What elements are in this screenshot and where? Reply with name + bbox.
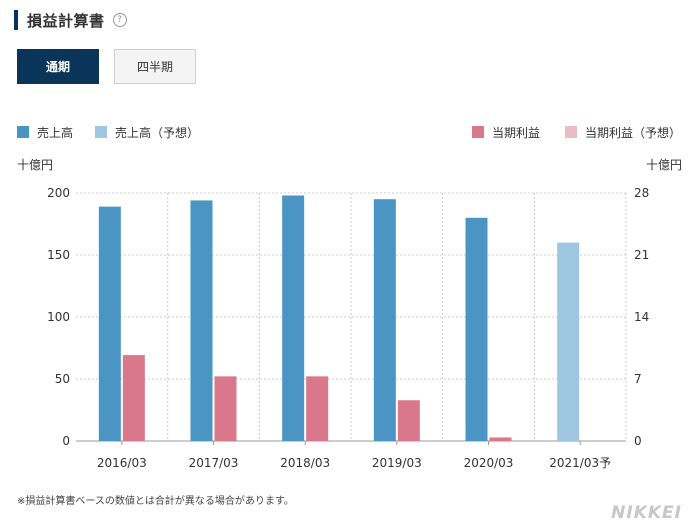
profit-bar-201703 <box>214 376 237 441</box>
profit-bar-201803 <box>306 376 329 441</box>
sales-bar-202003 <box>465 217 488 441</box>
legend-swatch-profit <box>472 126 484 138</box>
title-accent-bar <box>14 10 18 30</box>
legend-label-sales: 売上高 <box>37 125 74 140</box>
x-tick-label: 2021/03予 <box>549 456 611 470</box>
y-right-tick-label: 21 <box>634 248 649 262</box>
legend-item-sales-forecast[interactable]: 売上高（予想） <box>95 124 199 140</box>
x-tick-label: 2018/03 <box>280 456 330 470</box>
y-right-tick-label: 0 <box>634 434 642 448</box>
sales-bar-201803 <box>282 195 305 441</box>
sales-bar-201903 <box>373 199 396 441</box>
legend-item-profit[interactable]: 当期利益 <box>472 124 540 140</box>
legend-label-profit-forecast: 当期利益（予想） <box>585 125 682 140</box>
profit-bar-201603 <box>122 355 145 441</box>
y-left-tick-label: 0 <box>62 434 70 448</box>
y-right-tick-label: 7 <box>634 372 642 386</box>
legend-label-sales-forecast: 売上高（予想） <box>115 125 200 140</box>
y-left-tick-label: 200 <box>47 186 70 200</box>
y-right-tick-label: 14 <box>634 310 649 324</box>
legend-swatch-sales-forecast <box>95 126 107 138</box>
legend-item-profit-forecast[interactable]: 当期利益（予想） <box>565 124 681 140</box>
x-tick-label: 2016/03 <box>97 456 147 470</box>
legend-swatch-sales <box>17 126 29 138</box>
y-left-tick-label: 150 <box>47 248 70 262</box>
x-tick-label: 2017/03 <box>189 456 239 470</box>
legend-swatch-profit-forecast <box>565 126 577 138</box>
footnote: ※損益計算書ベースの数値とは合計が異なる場合があります。 <box>17 496 294 507</box>
tab-annual[interactable]: 通期 <box>17 49 99 84</box>
page-title: 損益計算書 <box>27 11 105 30</box>
x-tick-label: 2020/03 <box>464 456 514 470</box>
section-header: 損益計算書 ? <box>14 8 127 32</box>
y-left-tick-label: 100 <box>47 310 70 324</box>
help-icon[interactable]: ? <box>112 13 127 27</box>
legend-item-sales[interactable]: 売上高 <box>17 124 73 140</box>
sales-bar-201703 <box>190 200 213 441</box>
tab-quarterly[interactable]: 四半期 <box>114 49 196 84</box>
x-tick-label: 2019/03 <box>372 456 422 470</box>
sales-bar-202103 <box>557 242 580 441</box>
profit-bar-202003 <box>489 437 512 441</box>
y-right-tick-label: 28 <box>634 186 649 200</box>
sales-bar-201603 <box>98 206 121 441</box>
profit-bar-201903 <box>397 400 420 441</box>
nikkei-logo: NIKKEI <box>611 503 682 523</box>
y-right-axis-label: 十億円 <box>646 158 682 172</box>
y-left-axis-label: 十億円 <box>17 158 53 172</box>
y-left-tick-label: 50 <box>55 372 70 386</box>
legend-label-profit: 当期利益 <box>492 125 541 140</box>
